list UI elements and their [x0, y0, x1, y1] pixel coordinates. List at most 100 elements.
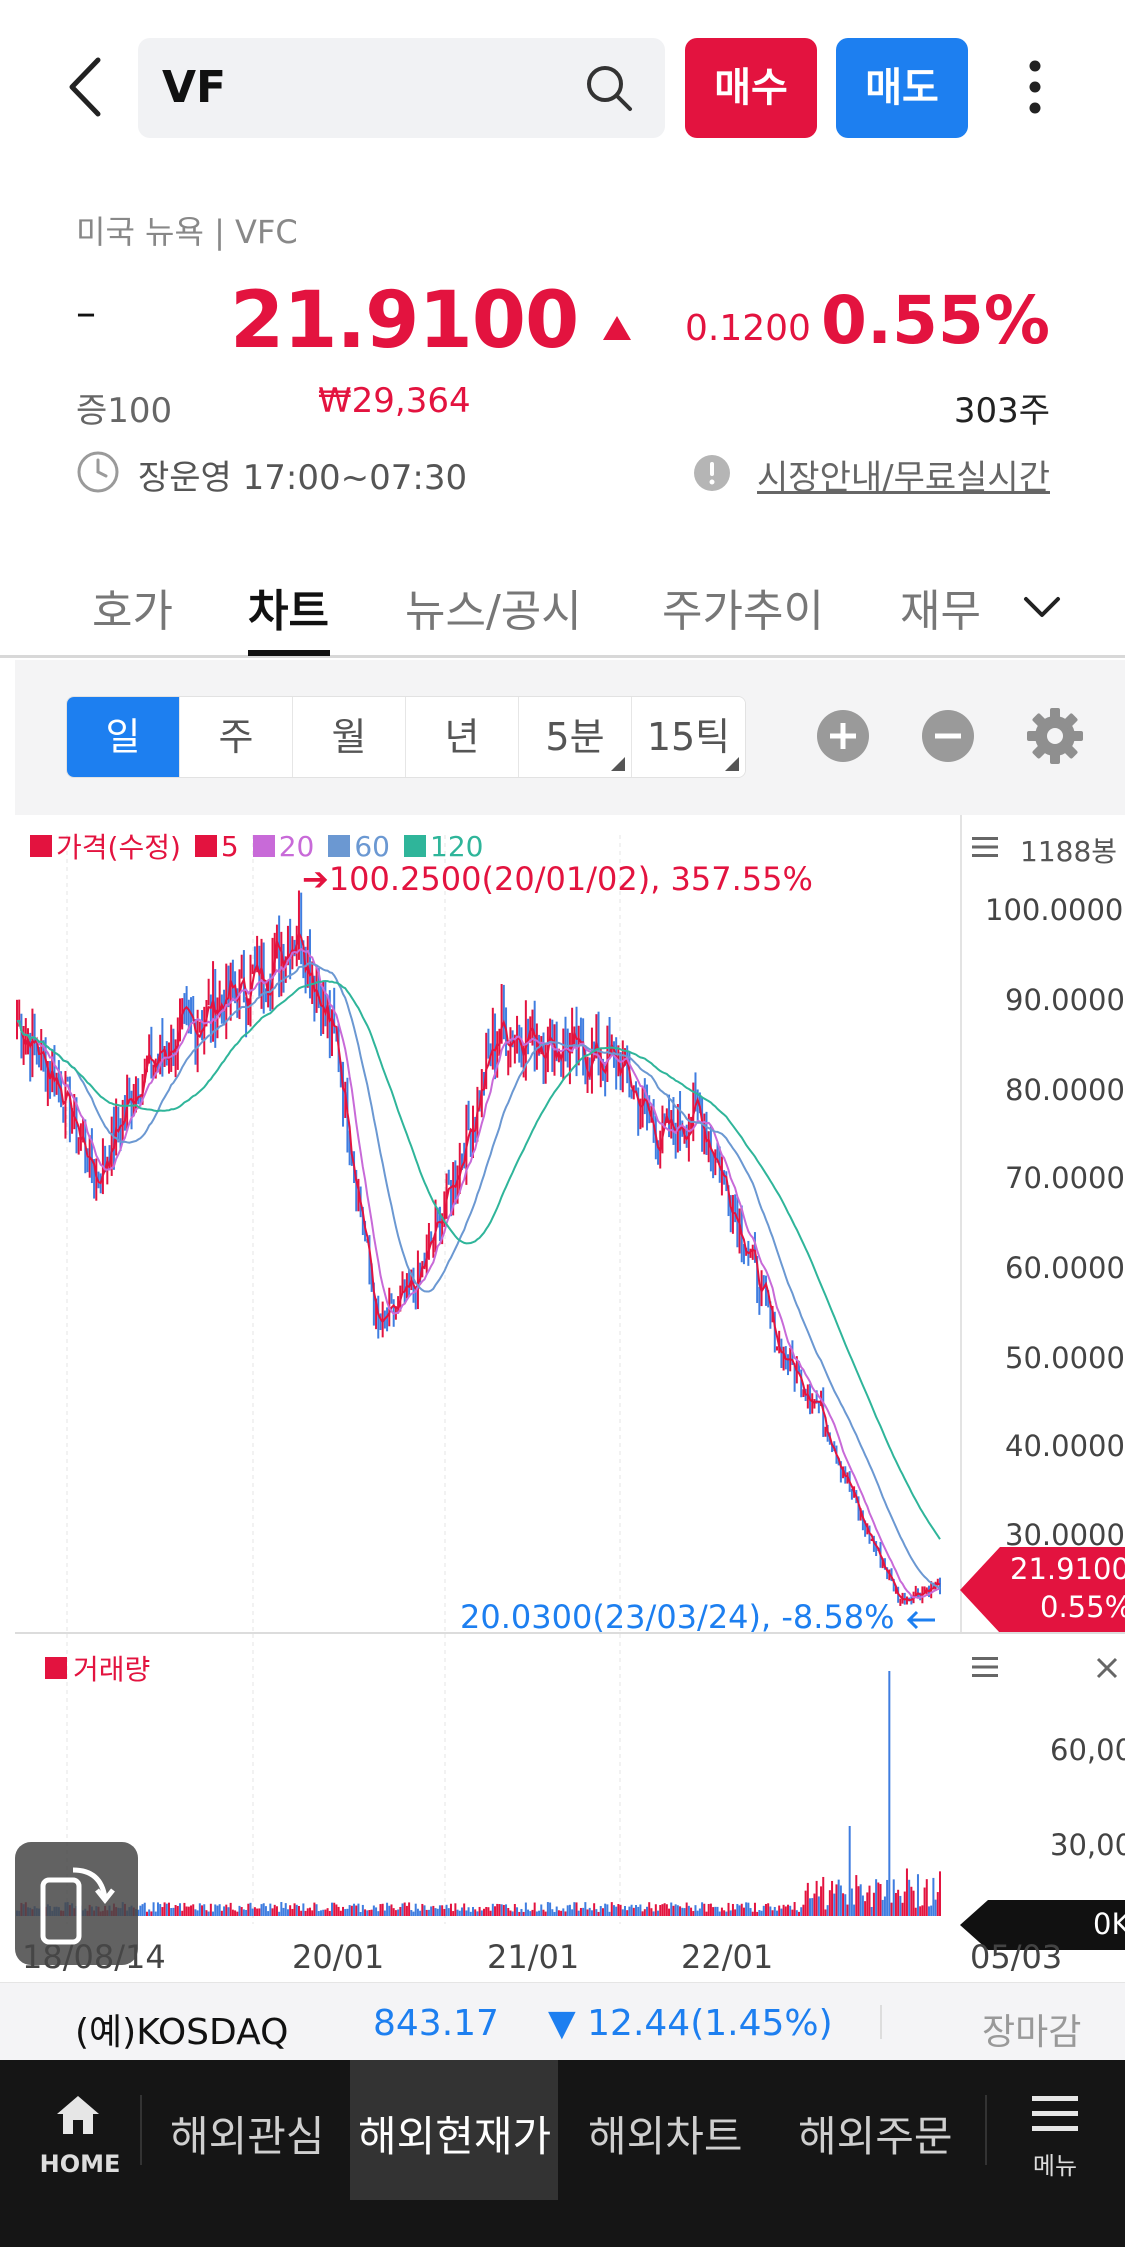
volume-bar [353, 1903, 356, 1916]
volume-bar [822, 1876, 825, 1916]
nav-home[interactable]: HOME [30, 2090, 130, 2210]
krw-price: ₩29,364 [318, 381, 471, 421]
volume-bar [485, 1907, 488, 1916]
volume-bar [500, 1904, 503, 1916]
tab-financials[interactable]: 재무 [900, 586, 981, 637]
volume-bar [361, 1904, 364, 1916]
close-icon[interactable] [1095, 1656, 1119, 1680]
volume-bar [293, 1903, 296, 1916]
volume-bar [454, 1903, 457, 1916]
volume-bar [220, 1910, 223, 1916]
volume-bar [778, 1905, 781, 1916]
hamburger-icon[interactable] [972, 1656, 998, 1678]
volume-bar [921, 1905, 924, 1916]
tab-news[interactable]: 뉴스/공시 [405, 586, 582, 637]
more-menu-button[interactable] [1010, 52, 1060, 122]
period-selector: 일 주 월 년 5분 15틱 [66, 696, 746, 778]
volume-bar [156, 1902, 159, 1916]
volume-bar [560, 1910, 563, 1916]
volume-bar [868, 1885, 871, 1916]
search-input[interactable]: VF [138, 38, 665, 138]
volume-bar [267, 1911, 270, 1916]
price-chart[interactable] [15, 815, 960, 1632]
volume-bar [643, 1909, 646, 1916]
legend-ma120-label: 120 [430, 829, 484, 863]
volume-bar [408, 1902, 411, 1916]
market-symbol: 미국 뉴욕 | VFC [76, 213, 298, 251]
index-ticker[interactable]: (예)KOSDAQ 843.17 ▼ 12.44(1.45%) 장마감 [0, 1982, 1125, 2060]
volume-bar [139, 1905, 142, 1916]
legend-price-label: 가격(수정) [56, 831, 181, 864]
volume-bar [683, 1908, 686, 1916]
more-vertical-icon [1029, 60, 1041, 114]
period-month[interactable]: 월 [293, 697, 406, 777]
volume-bar [910, 1886, 913, 1916]
volume-bar [864, 1901, 867, 1916]
volume-bar [502, 1904, 505, 1916]
x-tick-label: 05/03 [970, 1938, 1063, 1976]
nav-overseas-watchlist[interactable]: 해외관심 [170, 2112, 325, 2161]
search-icon[interactable] [583, 62, 635, 114]
volume-bar [315, 1904, 318, 1916]
back-button[interactable] [58, 52, 118, 122]
volume-bar [390, 1904, 393, 1916]
buy-button[interactable]: 매수 [685, 38, 817, 138]
volume-bar [458, 1910, 461, 1916]
nav-home-label: HOME [39, 2150, 121, 2178]
volume-bar [344, 1909, 347, 1916]
volume-bar [397, 1909, 400, 1916]
volume-bar [161, 1907, 164, 1916]
nav-menu[interactable]: 메뉴 [1020, 2090, 1090, 2200]
volume-bar [619, 1904, 622, 1916]
volume-bar [850, 1888, 853, 1916]
hamburger-icon[interactable] [972, 836, 998, 858]
period-day[interactable]: 일 [67, 697, 180, 777]
volume-bar [375, 1907, 378, 1916]
volume-bar [833, 1893, 836, 1916]
trading-hours: 장운영 17:00~07:30 [138, 458, 468, 498]
legend-ma5-label: 5 [220, 829, 239, 863]
period-5min[interactable]: 5분 [519, 697, 632, 777]
volume-bar [322, 1909, 325, 1916]
nav-overseas-chart[interactable]: 해외차트 [588, 2112, 743, 2161]
nav-overseas-quote[interactable]: 해외현재가 [358, 2112, 552, 2161]
volume-chart[interactable] [15, 1634, 960, 1924]
zoom-out-icon[interactable] [920, 708, 976, 764]
nav-menu-label: 메뉴 [1032, 2152, 1078, 2180]
period-week[interactable]: 주 [180, 697, 293, 777]
up-triangle-icon [603, 316, 631, 340]
ticker-divider [880, 2005, 882, 2039]
volume-bar [167, 1902, 170, 1916]
volume-bar [914, 1907, 917, 1916]
status-dash: – [76, 290, 96, 336]
gear-icon[interactable] [1023, 704, 1087, 768]
tab-chart[interactable]: 차트 [248, 586, 329, 637]
volume-bar [346, 1908, 349, 1916]
volume-bar [231, 1909, 234, 1916]
nav-overseas-order[interactable]: 해외주문 [798, 2112, 953, 2161]
tab-orderbook[interactable]: 호가 [92, 586, 173, 637]
sell-button[interactable]: 매도 [836, 38, 968, 138]
dropdown-corner-icon [725, 757, 739, 771]
chevron-down-icon[interactable] [1020, 585, 1064, 629]
rotate-screen-button[interactable] [15, 1842, 138, 1965]
volume-bar [604, 1903, 607, 1916]
period-year[interactable]: 년 [406, 697, 519, 777]
period-15tick[interactable]: 15틱 [632, 697, 745, 777]
market-info-link[interactable]: 시장안내/무료실시간 [757, 458, 1050, 498]
volume-bar [758, 1910, 761, 1916]
zero-volume-tag [960, 1900, 1125, 1950]
volume-bar [599, 1905, 602, 1916]
tab-price-trend[interactable]: 주가추이 [662, 586, 824, 637]
volume-bar [595, 1909, 598, 1916]
volume-bar [820, 1886, 823, 1916]
period-15tick-label: 15틱 [646, 715, 731, 759]
volume-bar [601, 1908, 604, 1916]
zoom-in-icon[interactable] [815, 708, 871, 764]
volume-bar [284, 1903, 287, 1916]
volume-bar [573, 1902, 576, 1916]
legend-swatch [252, 835, 275, 857]
volume-bar [190, 1905, 193, 1916]
volume-bar [646, 1906, 649, 1916]
